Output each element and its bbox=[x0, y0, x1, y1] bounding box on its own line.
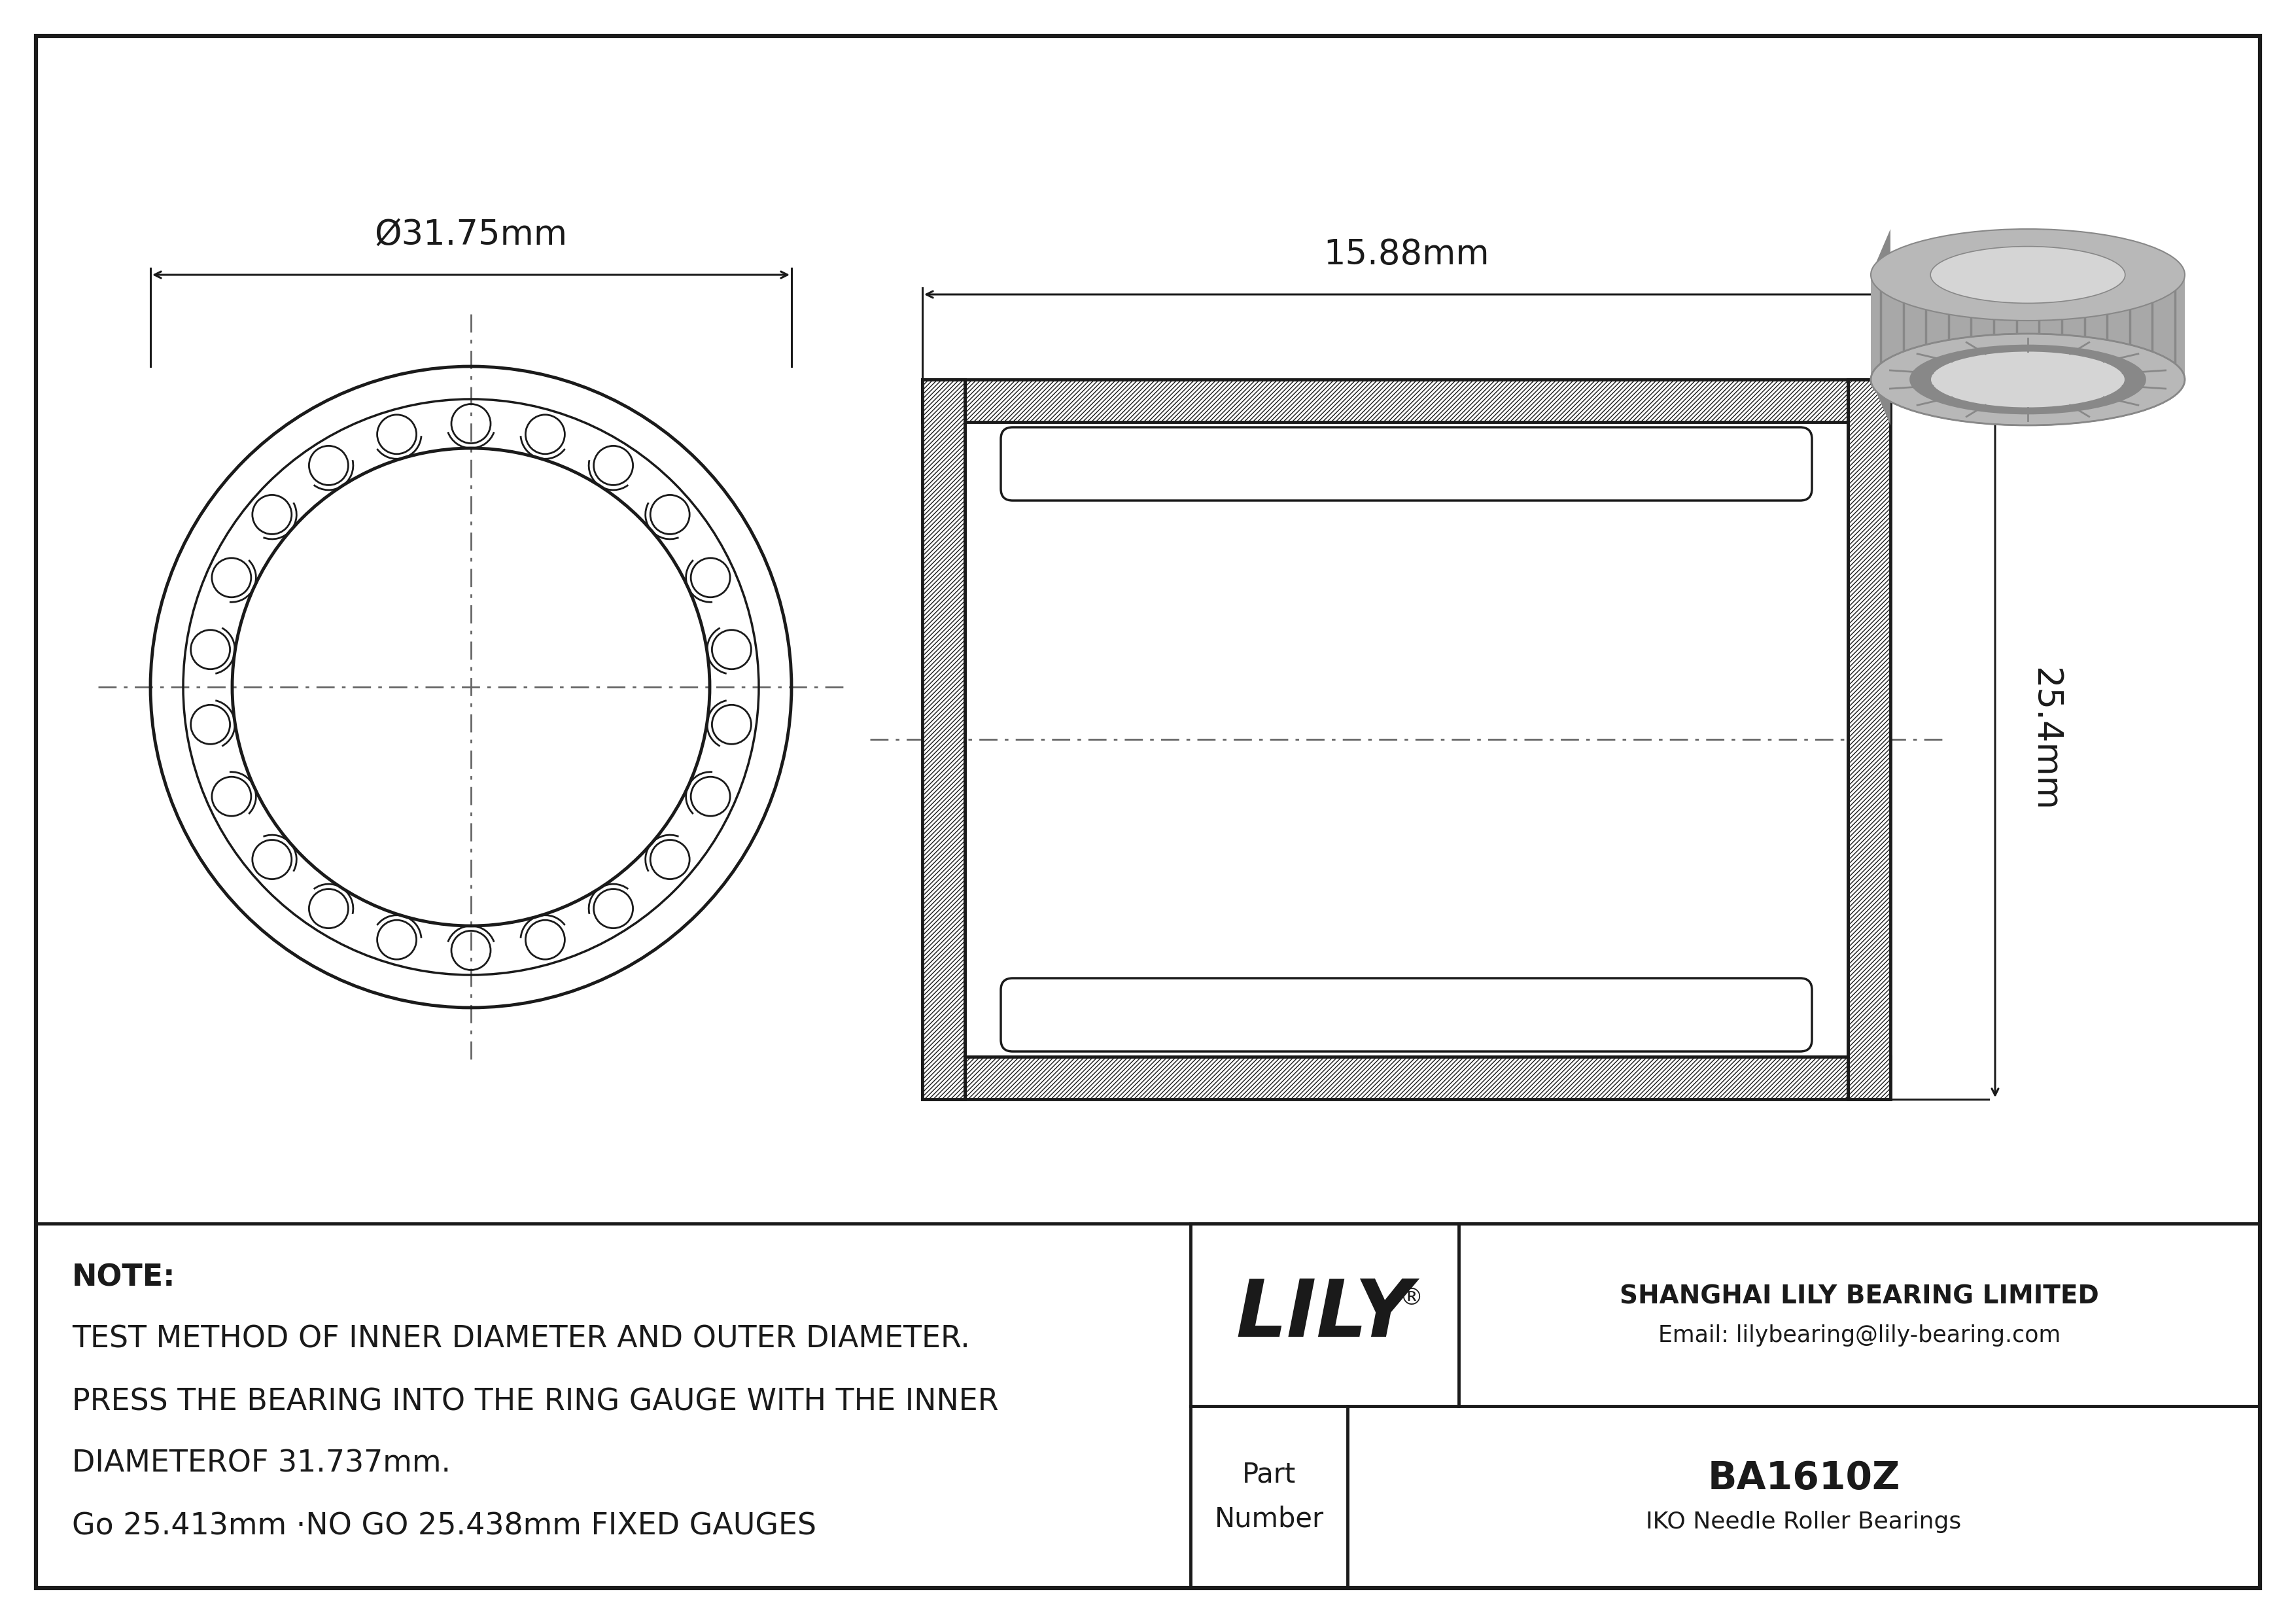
Text: ®: ® bbox=[1401, 1288, 1424, 1309]
Ellipse shape bbox=[1931, 351, 2126, 408]
Ellipse shape bbox=[1931, 247, 2126, 304]
Polygon shape bbox=[1871, 274, 2186, 380]
Text: TEST METHOD OF INNER DIAMETER AND OUTER DIAMETER.: TEST METHOD OF INNER DIAMETER AND OUTER … bbox=[71, 1325, 969, 1354]
FancyBboxPatch shape bbox=[1001, 978, 1812, 1051]
Text: Part
Number: Part Number bbox=[1215, 1460, 1325, 1533]
Text: IKO Needle Roller Bearings: IKO Needle Roller Bearings bbox=[1646, 1510, 1961, 1533]
Text: 15.88mm: 15.88mm bbox=[1322, 237, 1490, 271]
Text: NOTE:: NOTE: bbox=[71, 1263, 174, 1293]
Polygon shape bbox=[923, 380, 1890, 422]
Text: SHANGHAI LILY BEARING LIMITED: SHANGHAI LILY BEARING LIMITED bbox=[1619, 1285, 2099, 1309]
FancyBboxPatch shape bbox=[1001, 427, 1812, 500]
Text: Go 25.413mm ·NO GO 25.438mm FIXED GAUGES: Go 25.413mm ·NO GO 25.438mm FIXED GAUGES bbox=[71, 1512, 817, 1541]
Polygon shape bbox=[1871, 229, 1890, 425]
Ellipse shape bbox=[1871, 333, 2186, 425]
Polygon shape bbox=[923, 1057, 1890, 1099]
Text: LILY: LILY bbox=[1235, 1276, 1412, 1353]
Text: BA1610Z: BA1610Z bbox=[1708, 1460, 1901, 1497]
Polygon shape bbox=[923, 380, 964, 1099]
Text: Email: lilybearing@lily-bearing.com: Email: lilybearing@lily-bearing.com bbox=[1658, 1325, 2060, 1346]
Polygon shape bbox=[1848, 380, 1890, 1099]
Text: 25.4mm: 25.4mm bbox=[2027, 667, 2062, 812]
Text: PRESS THE BEARING INTO THE RING GAUGE WITH THE INNER: PRESS THE BEARING INTO THE RING GAUGE WI… bbox=[71, 1387, 999, 1416]
Text: DIAMETEROF 31.737mm.: DIAMETEROF 31.737mm. bbox=[71, 1449, 450, 1479]
Ellipse shape bbox=[1871, 229, 2186, 320]
Text: Ø31.75mm: Ø31.75mm bbox=[374, 218, 567, 252]
Ellipse shape bbox=[1910, 346, 2144, 414]
